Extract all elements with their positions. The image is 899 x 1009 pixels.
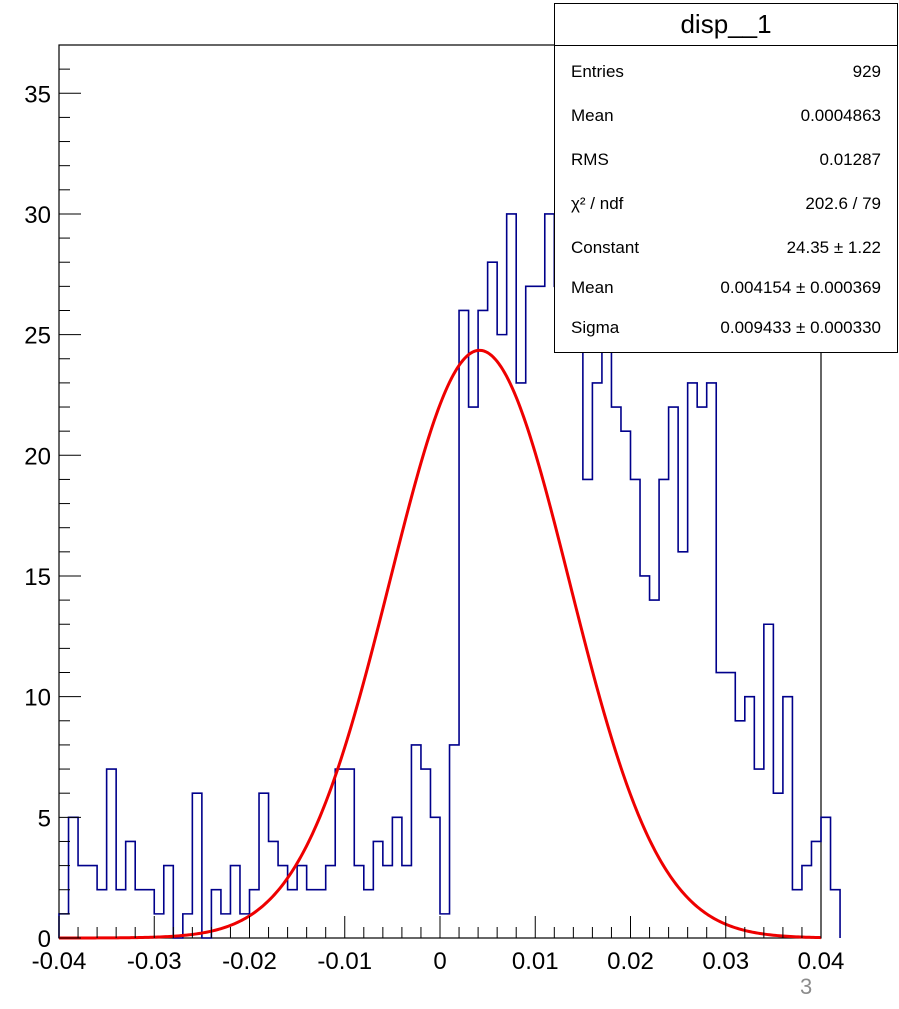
x-tick-label: 0.04 <box>798 948 845 975</box>
y-tick-label: 30 <box>24 202 51 229</box>
stats-value: 202.6 / 79 <box>805 194 881 213</box>
x-tick-label: 0 <box>433 948 446 975</box>
y-tick-label: 25 <box>24 323 51 350</box>
fit-curve-layer <box>59 348 822 940</box>
x-tick-label: -0.03 <box>127 948 182 975</box>
stats-row-mean: Mean 0.0004863 <box>555 96 897 140</box>
stats-label: Mean <box>571 106 614 125</box>
stats-label: Entries <box>571 62 624 81</box>
x-tick-label: -0.01 <box>317 948 372 975</box>
stats-label: χ² / ndf <box>571 194 624 213</box>
stats-label: Constant <box>571 238 640 257</box>
y-tick-label: 0 <box>38 926 51 953</box>
stats-row-fit-mean: Mean 0.004154 ± 0.000369 <box>555 268 897 312</box>
stats-value: 0.0004863 <box>800 106 881 125</box>
stats-title: disp__1 <box>555 4 897 46</box>
x-tick-label: 0.02 <box>607 948 654 975</box>
x-tick-label: 0.01 <box>512 948 559 975</box>
stats-row-constant: Constant 24.35 ± 1.22 <box>555 228 897 272</box>
stats-label: Mean <box>571 278 614 297</box>
gaussian-fit-curve <box>59 348 822 940</box>
stats-row-entries: Entries 929 <box>555 52 897 96</box>
histogram-layer <box>58 92 841 939</box>
axes-layer: -0.04 -0.03 -0.02 -0.01 0 0.01 0.02 0.03 0.04 0 5 1… <box>24 44 845 975</box>
stats-value: 0.004154 ± 0.000369 <box>720 278 881 297</box>
stats-label: RMS <box>571 150 609 169</box>
stats-row-rms: RMS 0.01287 <box>555 140 897 184</box>
stats-value: 24.35 ± 1.22 <box>786 238 881 257</box>
y-tick-label: 20 <box>24 443 51 470</box>
y-tick-label: 35 <box>24 81 51 108</box>
histogram-bars <box>58 92 841 939</box>
stats-value: 929 <box>852 62 881 81</box>
page-number: 3 <box>800 974 813 999</box>
y-tick-label: 5 <box>38 805 51 832</box>
x-tick-label: 0.03 <box>702 948 749 975</box>
stats-value: 0.01287 <box>819 150 881 169</box>
stats-label: Sigma <box>571 318 620 337</box>
y-tick-label: 15 <box>24 564 51 591</box>
x-tick-label: -0.02 <box>222 948 277 975</box>
stats-box: disp__1 Entries 929 Mean 0.0004863 RMS 0… <box>554 3 898 353</box>
stats-value: 0.009433 ± 0.000330 <box>720 318 881 337</box>
stats-row-sigma: Sigma 0.009433 ± 0.000330 <box>555 308 897 352</box>
x-tick-label: -0.04 <box>32 948 87 975</box>
y-tick-label: 10 <box>24 685 51 712</box>
stats-row-chi2: χ² / ndf 202.6 / 79 <box>555 184 897 228</box>
